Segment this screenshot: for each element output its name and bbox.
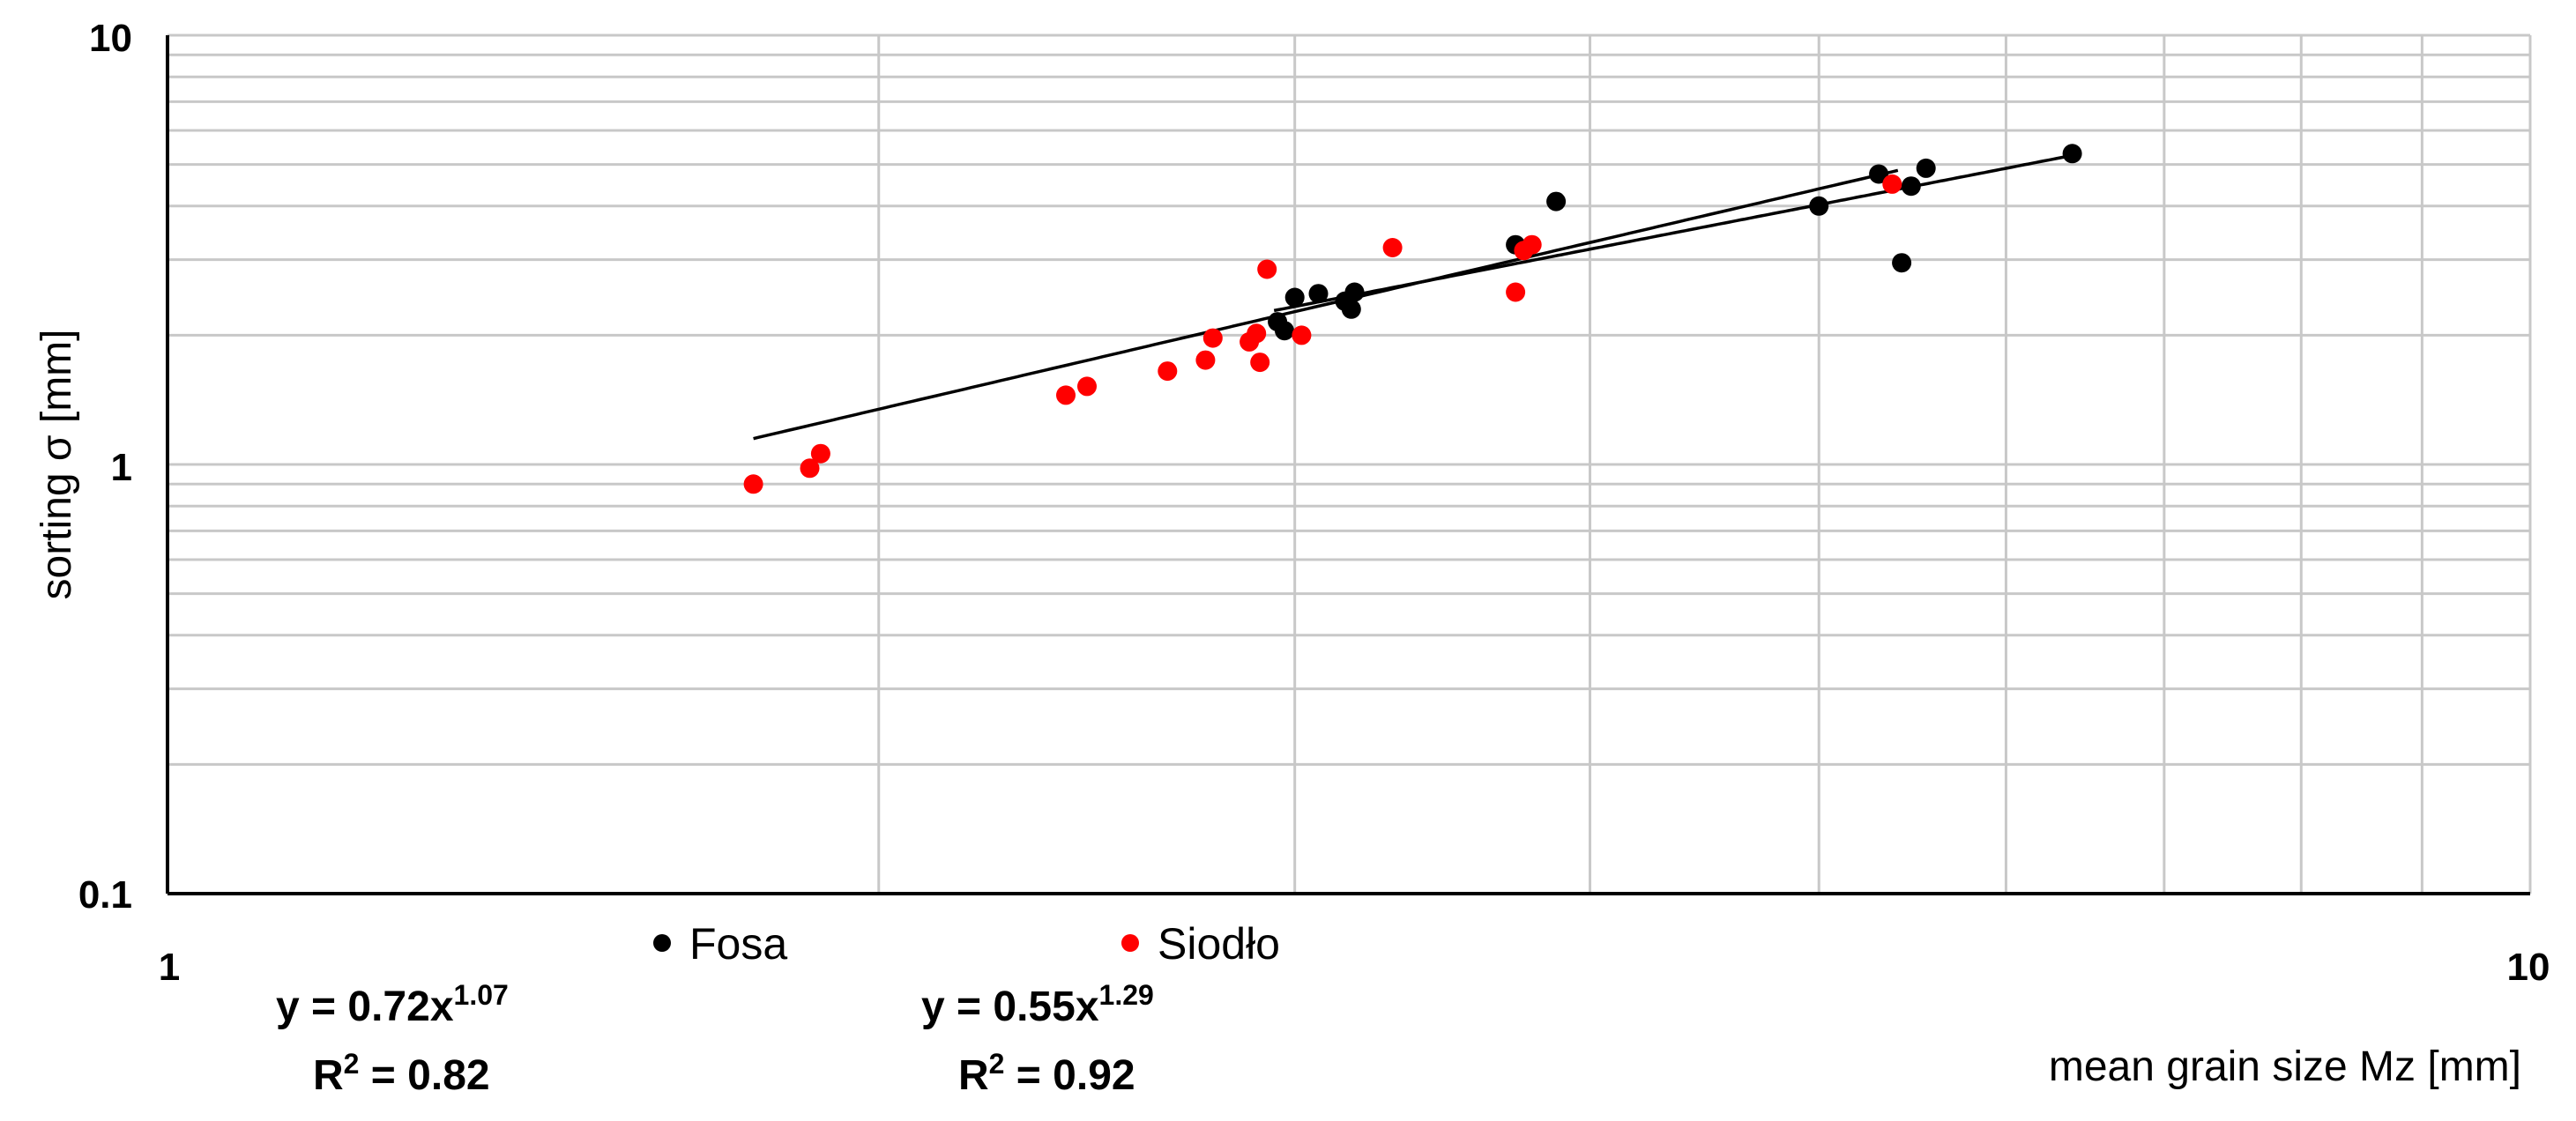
data-points	[743, 144, 2082, 494]
legend-label-fosa: Fosa	[689, 919, 787, 969]
point-siodło	[1077, 376, 1097, 397]
point-fosa	[1901, 176, 1921, 197]
r2-siodlo: R2 = 0.92	[958, 1048, 1135, 1099]
point-siodło	[1882, 174, 1902, 194]
point-siodło	[1202, 328, 1223, 348]
x-axis-label: mean grain size Mz [mm]	[2049, 1043, 2521, 1090]
point-fosa	[1275, 321, 1294, 341]
point-siodło	[1506, 282, 1526, 302]
y-tick-label-0-1: 0.1	[78, 873, 132, 917]
grid	[168, 33, 2532, 894]
point-siodło	[1382, 238, 1403, 257]
point-fosa	[1546, 191, 1567, 212]
point-fosa	[1809, 196, 1829, 216]
y-tick-label-1: 1	[111, 446, 132, 489]
point-fosa	[1308, 284, 1329, 304]
point-fosa	[1341, 299, 1361, 319]
legend-label-siodlo: Siodło	[1158, 919, 1280, 969]
point-siodło	[800, 458, 820, 479]
point-siodło	[1195, 350, 1216, 370]
trendlines	[753, 153, 2073, 441]
point-siodło	[1247, 323, 1267, 344]
point-siodło	[1158, 361, 1178, 382]
point-siodło	[1056, 385, 1076, 405]
legend-marker-fosa	[653, 934, 671, 952]
point-siodło	[1250, 353, 1270, 373]
trendline-siodło	[753, 168, 1899, 441]
point-fosa	[1916, 158, 1936, 178]
point-fosa	[1892, 253, 1912, 273]
point-fosa	[1344, 282, 1365, 302]
point-fosa	[1869, 164, 1889, 184]
r2-fosa: R2 = 0.82	[313, 1048, 490, 1099]
point-siodło	[1522, 234, 1542, 255]
point-siodło	[810, 443, 830, 464]
point-siodło	[1257, 259, 1277, 279]
point-fosa	[1284, 287, 1305, 308]
point-fosa	[2062, 144, 2082, 164]
x-tick-label-1: 1	[159, 946, 180, 989]
y-axis-label: sorting σ [mm]	[34, 329, 80, 599]
x-tick-label-10: 10	[2507, 946, 2550, 989]
equation-fosa: y = 0.72x1.07	[276, 979, 509, 1030]
legend-marker-siodlo	[1121, 934, 1139, 952]
y-tick-label-10: 10	[89, 17, 132, 60]
point-siodło	[743, 474, 763, 494]
equation-siodlo: y = 0.55x1.29	[921, 979, 1154, 1030]
point-siodło	[1292, 325, 1312, 345]
